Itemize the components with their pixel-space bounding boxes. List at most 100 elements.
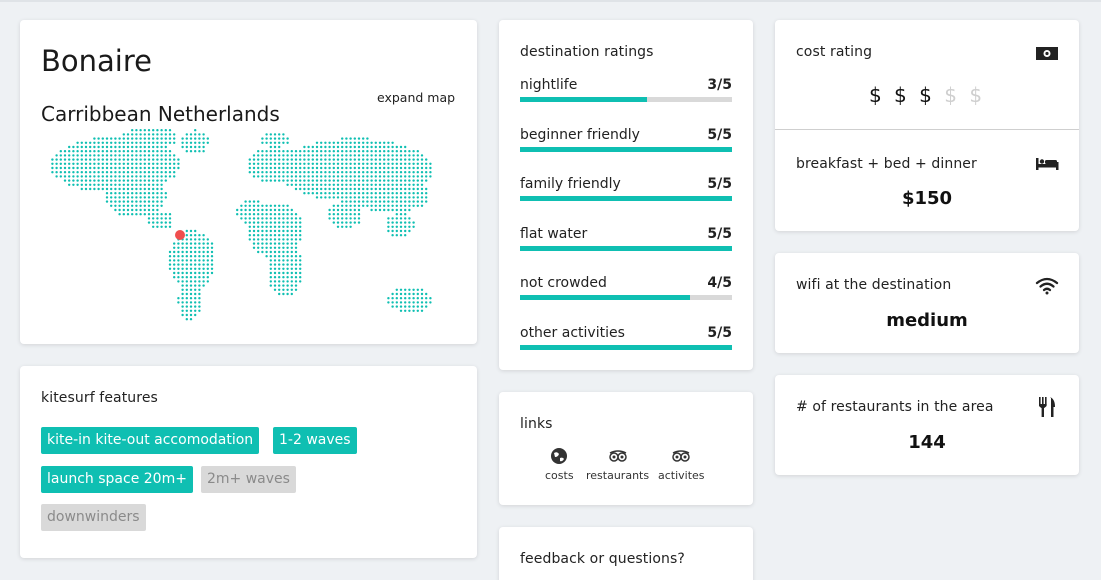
map-dot [391,183,394,186]
map-dot [294,183,298,186]
map-dot [294,267,298,270]
map-dot [143,183,146,186]
map-dot [353,179,356,182]
map-dot [189,313,193,317]
link-restaurants[interactable]: restaurants [586,447,649,482]
map-dot [282,267,285,270]
map-dot [357,158,361,161]
map-dot [391,166,394,170]
map-dot [294,158,298,161]
tripadvisor-icon [608,450,627,462]
map-dot [181,288,184,291]
map-dot [425,179,428,182]
feature-tag[interactable]: 2m+ waves [201,466,296,493]
map-dot [97,162,100,165]
map-dot [206,271,209,275]
link-activites[interactable]: activites [658,447,705,482]
map-dot [341,213,344,216]
map-dot [156,225,159,228]
map-dot [349,192,352,195]
map-dot [105,162,109,165]
map-dot [185,263,188,266]
map-dot [139,162,142,165]
map-dot [156,179,159,182]
map-dot [299,271,302,275]
map-dot [412,200,415,203]
map-dot [139,158,142,161]
map-dot [185,301,188,304]
bed-icon [1036,158,1059,170]
map-dot [156,166,159,170]
map-dot [55,162,58,165]
expand-map-link[interactable]: expand map [377,90,456,105]
map-dot [420,175,424,178]
map-dot [374,162,377,165]
map-dot [294,276,298,279]
map-dot [412,301,415,304]
destination-marker[interactable] [175,230,185,240]
world-map[interactable] [40,120,460,325]
map-dot [118,187,121,191]
map-dot [416,297,419,300]
map-dot [143,171,146,174]
map-dot [303,158,306,161]
feature-tag[interactable]: downwinders [41,504,146,531]
feature-tag[interactable]: 1-2 waves [273,427,357,454]
map-dot [164,217,167,220]
map-dot [408,162,411,165]
feature-tag[interactable]: kite-in kite-out accomodation [41,427,260,454]
map-dot [177,259,180,262]
map-dot [282,217,285,220]
map-dot [357,150,361,153]
map-dot [265,242,268,245]
meal-price: $150 [901,188,953,209]
map-dot [164,225,167,228]
map-dot [299,225,302,228]
map-dot [143,133,146,136]
map-dot [152,141,155,144]
feedback-card[interactable]: feedback or questions? [499,527,753,580]
map-dot [269,229,272,233]
map-dot [76,166,79,170]
map-dot [391,221,394,224]
map-dot [282,259,285,262]
map-dot [324,175,327,178]
map-dot [341,187,344,191]
map-dot [143,175,146,178]
map-dot [185,250,188,254]
map-dot [278,276,281,279]
map-dot [303,150,306,153]
map-dot [265,208,268,212]
map-dot [408,192,411,195]
map-dot [168,133,172,136]
map-dot [357,175,361,178]
map-dot [143,162,146,165]
map-dot [202,263,205,266]
map-dot [210,246,214,249]
link-costs[interactable]: costs [545,447,574,482]
map-dot [118,204,121,207]
map-dot [118,137,121,140]
map-dot [353,200,356,203]
map-dot [181,284,184,287]
map-dot [420,154,424,157]
map-dot [189,292,193,296]
map-dot [332,213,335,216]
map-dot [273,171,277,174]
map-dot [374,179,377,182]
map-dot [349,221,352,224]
map-dot [93,145,96,149]
map-dot [286,166,289,170]
map-dot [156,196,159,199]
fork-knife-icon [1039,397,1055,417]
map-dot [76,145,79,149]
map-dot [299,154,302,157]
map-dot [173,276,176,279]
map-dot [374,187,377,191]
feature-tag[interactable]: launch space 20m+ [41,466,193,493]
map-dot [265,175,268,178]
map-dot [118,208,121,212]
map-dot [93,158,96,161]
map-dot [122,179,126,182]
map-dot [147,217,151,220]
